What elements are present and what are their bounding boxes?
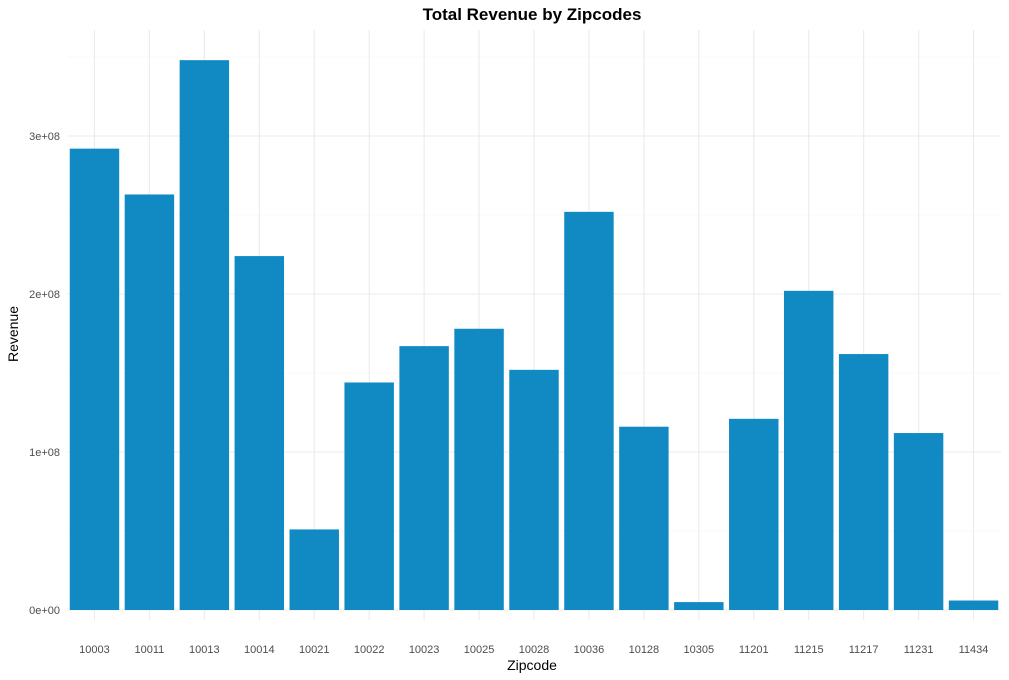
x-tick-labels: 10003 10011 10013 10014 10021 10022 10023 10025… bbox=[79, 644, 988, 656]
x-tick-label: 11217 bbox=[849, 644, 879, 656]
y-tick-labels: 0e+00 1e+08 2e+08 3e+08 bbox=[29, 131, 60, 617]
bar-10021 bbox=[289, 529, 339, 610]
bar-10014 bbox=[234, 256, 285, 610]
bar-11217 bbox=[838, 354, 889, 610]
x-tick-label: 11201 bbox=[739, 644, 769, 656]
y-tick-label: 1e+08 bbox=[29, 447, 60, 459]
y-tick-label: 2e+08 bbox=[29, 289, 60, 301]
bar-11215 bbox=[783, 290, 834, 610]
x-tick-label: 10036 bbox=[574, 644, 605, 656]
x-tick-label: 10128 bbox=[629, 644, 660, 656]
x-tick-label: 11231 bbox=[904, 644, 934, 656]
x-tick-label: 10013 bbox=[189, 644, 220, 656]
x-tick-label: 10305 bbox=[684, 644, 715, 656]
bar-10011 bbox=[124, 194, 175, 610]
x-tick-label: 11215 bbox=[794, 644, 824, 656]
x-tick-label: 11434 bbox=[959, 644, 989, 656]
y-axis-title: Revenue bbox=[5, 306, 21, 362]
x-tick-label: 10014 bbox=[244, 644, 275, 656]
bars bbox=[69, 60, 999, 611]
bar-11434 bbox=[948, 600, 999, 610]
bar-11201 bbox=[729, 418, 779, 610]
bar-10013 bbox=[179, 60, 230, 611]
x-tick-label: 10022 bbox=[354, 644, 385, 656]
bar-10305 bbox=[674, 602, 724, 610]
x-tick-label: 10003 bbox=[79, 644, 110, 656]
bar-10025 bbox=[454, 328, 504, 610]
bar-10003 bbox=[69, 148, 120, 610]
bar-10036 bbox=[564, 211, 614, 610]
bar-11231 bbox=[893, 433, 944, 610]
x-tick-label: 10023 bbox=[409, 644, 440, 656]
x-axis-title: Zipcode bbox=[507, 657, 557, 673]
y-tick-label: 0e+00 bbox=[29, 605, 60, 617]
bar-10128 bbox=[619, 426, 669, 610]
bar-10028 bbox=[509, 369, 559, 610]
x-tick-label: 10028 bbox=[519, 644, 550, 656]
bar-10022 bbox=[344, 382, 394, 610]
x-tick-label: 10021 bbox=[299, 644, 330, 656]
bar-10023 bbox=[399, 346, 449, 610]
x-tick-label: 10011 bbox=[135, 644, 165, 656]
chart-title: Total Revenue by Zipcodes bbox=[423, 5, 642, 24]
x-tick-label: 10025 bbox=[464, 644, 495, 656]
y-tick-label: 3e+08 bbox=[29, 131, 60, 143]
